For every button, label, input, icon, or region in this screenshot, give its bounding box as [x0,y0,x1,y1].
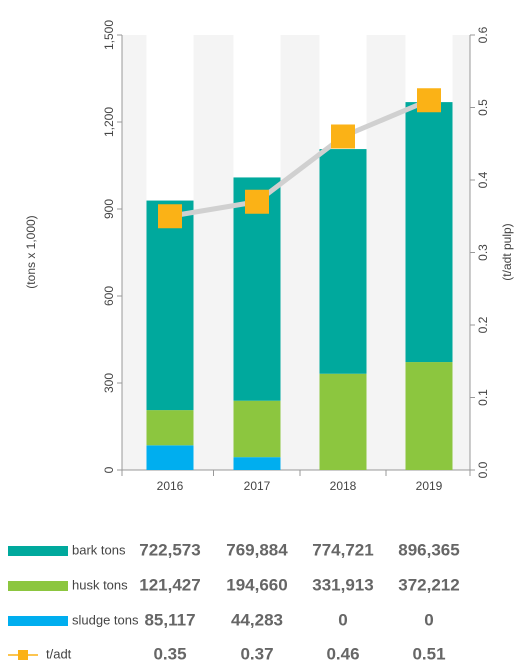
y2-tick-label: 0.5 [476,99,490,116]
table-value: 0.37 [240,644,273,662]
table-value: 121,427 [139,575,200,594]
bar-segment [146,410,194,446]
y-tick-label: 1,200 [102,107,116,137]
y2-tick-label: 0.2 [476,316,490,333]
bar-segment [405,362,453,470]
table-value: 722,573 [139,540,200,559]
legend-label: t/adt [46,646,72,661]
table-value: 774,721 [312,540,373,559]
legend-swatch [8,616,68,626]
bar-segment [405,102,453,363]
x-tick-label: 2019 [416,479,443,493]
table-value: 44,283 [231,610,283,629]
table-value: 85,117 [144,610,195,629]
y-tick-label: 0 [102,466,116,473]
y2-tick-label: 0.6 [476,26,490,43]
table-value: 194,660 [226,575,287,594]
legend-label: bark tons [72,542,126,557]
bar-segment [233,457,281,470]
bar-segment [319,373,367,470]
table-value: 0 [424,610,433,629]
line-marker [245,189,269,214]
table-value: 0.35 [153,644,186,662]
bar-segment [233,400,281,458]
legend-label: sludge tons [72,612,139,627]
bar-segment [319,149,367,374]
y2-axis-label: (t/adt pulp) [500,223,514,280]
y2-tick-label: 0.1 [476,389,490,406]
y2-tick-label: 0.0 [476,461,490,478]
line-marker [331,124,355,149]
y-tick-label: 900 [102,199,116,219]
bar-segment [233,177,281,401]
table-value: 0.46 [326,644,359,662]
table-value: 896,365 [398,540,459,559]
line [169,97,430,219]
bar-segment [146,200,194,411]
x-tick-label: 2017 [244,479,271,493]
line-marker [158,204,182,229]
y2-tick-label: 0.3 [476,244,490,261]
table-value: 769,884 [226,540,288,559]
x-tick-label: 2016 [157,479,184,493]
table-value: 331,913 [312,575,373,594]
y-tick-label: 1,500 [102,20,116,50]
table-value: 372,212 [398,575,459,594]
legend-label: husk tons [72,577,128,592]
legend-swatch [8,546,68,556]
y-tick-label: 600 [102,286,116,306]
table-value: 0.51 [412,644,445,662]
bar-segment [146,445,194,470]
y-axis-label: (tons x 1,000) [24,215,38,288]
y2-tick-label: 0.4 [476,171,490,188]
line-marker [417,88,441,113]
legend-swatch [8,581,68,591]
y-tick-label: 300 [102,373,116,393]
table-value: 0 [338,610,347,629]
x-tick-label: 2018 [330,479,357,493]
legend-marker [18,650,28,660]
